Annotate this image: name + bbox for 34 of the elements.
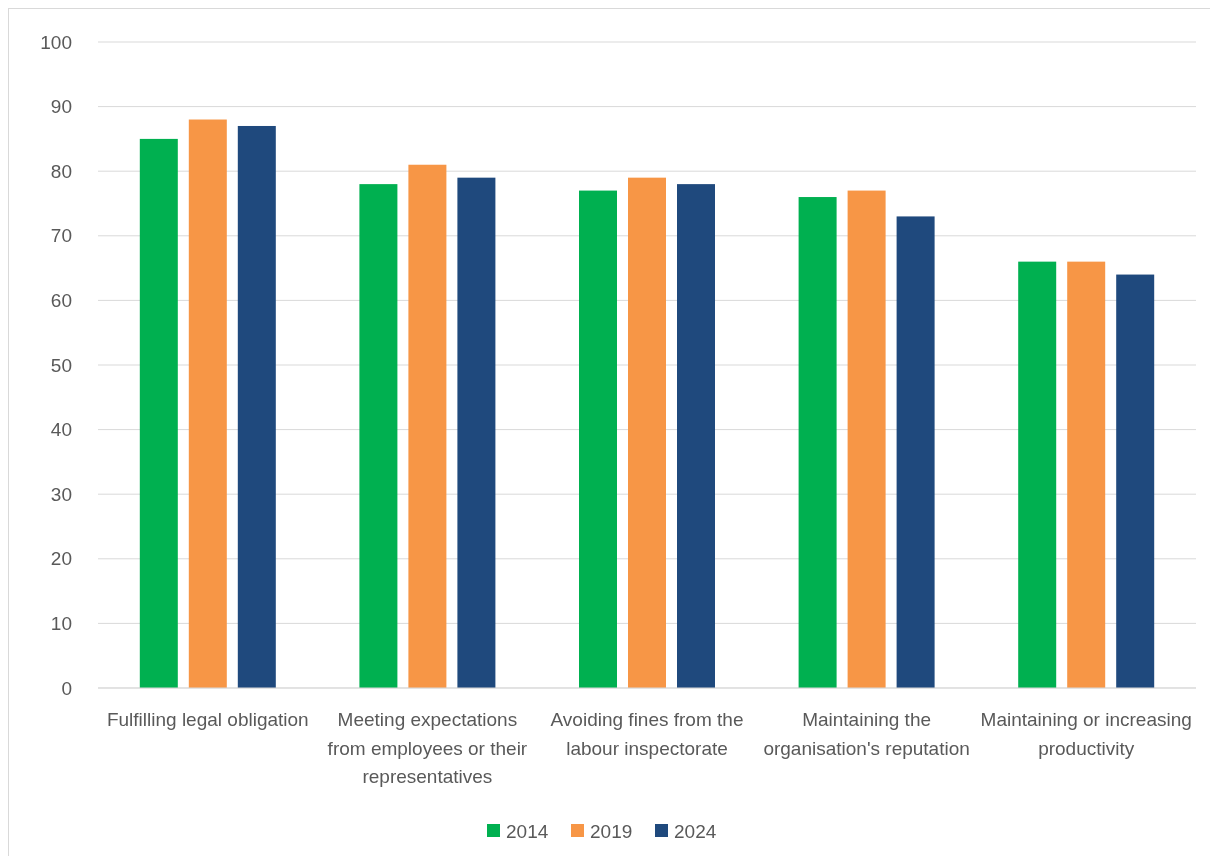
bar — [579, 190, 617, 688]
bar — [237, 125, 276, 688]
x-tick-label: Maintaining or increasing productivity — [980, 709, 1192, 759]
y-tick-label: 0 — [61, 677, 72, 699]
y-tick-label: 60 — [50, 290, 72, 312]
bar — [188, 119, 227, 688]
bar — [1018, 261, 1057, 688]
y-tick-label: 40 — [50, 419, 72, 441]
y-tick-label: 90 — [50, 96, 72, 118]
bar — [628, 177, 666, 688]
bar — [408, 164, 447, 688]
y-tick-label: 80 — [50, 160, 72, 182]
y-tick-label: 100 — [40, 31, 72, 53]
legend-label: 2024 — [674, 820, 717, 842]
legend-label: 2014 — [506, 820, 549, 842]
bar — [139, 138, 178, 688]
y-tick-label: 30 — [50, 483, 72, 505]
bar — [798, 197, 837, 688]
x-tick-label: Meeting expectations from employees or their representatives — [327, 709, 528, 787]
x-tick-label: Maintaining the organisation's reputation — [763, 709, 970, 759]
bar — [677, 184, 715, 688]
legend-label: 2019 — [590, 820, 633, 842]
y-tick-label: 50 — [50, 354, 72, 376]
bar — [1116, 274, 1155, 688]
bar — [457, 177, 496, 688]
bar — [1067, 261, 1106, 688]
x-tick-label: Avoiding fines from the labour inspectorate — [550, 709, 744, 759]
bar — [847, 190, 886, 688]
y-tick-label: 70 — [50, 225, 72, 247]
bar — [896, 216, 935, 688]
x-tick-label: Fulfilling legal obligation — [106, 709, 309, 730]
bar — [359, 184, 398, 688]
y-tick-label: 10 — [50, 613, 72, 635]
y-tick-label: 20 — [50, 548, 72, 570]
